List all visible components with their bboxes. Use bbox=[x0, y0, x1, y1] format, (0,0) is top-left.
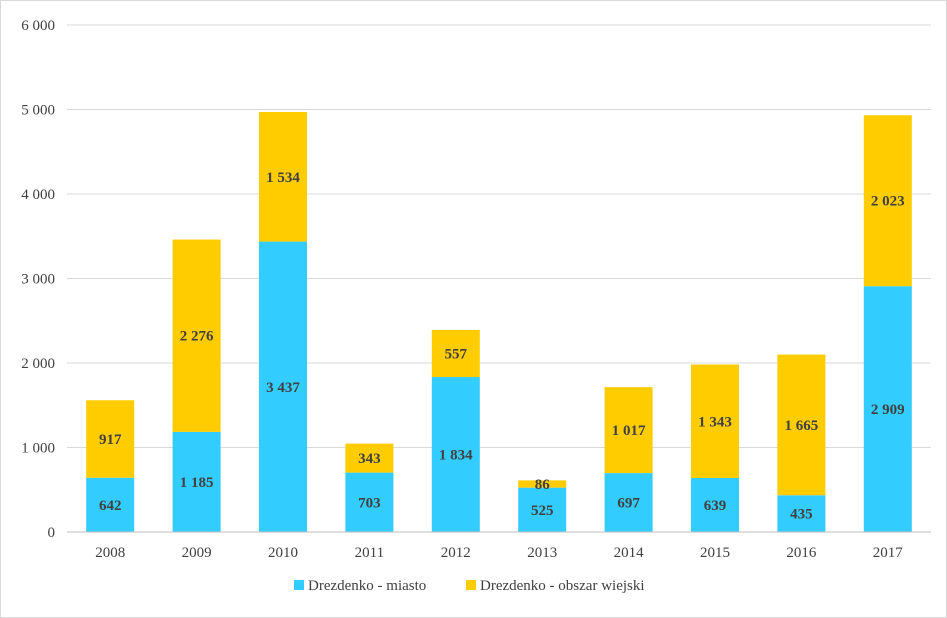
bars bbox=[86, 111, 912, 533]
bar-miasto-2008 bbox=[86, 477, 135, 532]
data-label-obszar-wiejski-2017: 2 023 bbox=[871, 194, 905, 210]
bar-obszar-wiejski-2012 bbox=[431, 329, 480, 378]
x-tick-label: 2014 bbox=[614, 545, 645, 561]
y-tick-label: 3 000 bbox=[21, 272, 55, 288]
bar-miasto-2014 bbox=[604, 473, 653, 532]
bar-obszar-wiejski-2010 bbox=[259, 111, 307, 242]
bar-miasto-2011 bbox=[345, 472, 394, 532]
data-label-obszar-wiejski-2016: 1 665 bbox=[785, 418, 819, 434]
y-tick-label: 6 000 bbox=[21, 18, 55, 34]
data-label-obszar-wiejski-2008: 917 bbox=[99, 432, 122, 448]
data-label-miasto-2008: 642 bbox=[99, 498, 122, 514]
x-tick-label: 2017 bbox=[873, 545, 904, 561]
legend-swatch-obszar-wiejski bbox=[466, 580, 476, 590]
bar-miasto-2017 bbox=[863, 286, 912, 532]
y-tick-label: 5 000 bbox=[21, 103, 55, 119]
bar-obszar-wiejski-2011 bbox=[345, 443, 394, 473]
data-label-obszar-wiejski-2014: 1 017 bbox=[612, 423, 646, 439]
data-label-obszar-wiejski-2010: 1 534 bbox=[266, 170, 300, 186]
data-label-miasto-2010: 3 437 bbox=[266, 380, 300, 396]
legend-swatch-miasto bbox=[294, 580, 304, 590]
bar-miasto-2015 bbox=[691, 478, 739, 532]
y-tick-label: 0 bbox=[48, 525, 56, 541]
y-tick-label: 4 000 bbox=[21, 187, 55, 203]
legend-label-obszar-wiejski: Drezdenko - obszar wiejski bbox=[480, 578, 645, 594]
data-label-miasto-2015: 639 bbox=[704, 498, 727, 514]
x-tick-label: 2013 bbox=[527, 545, 557, 561]
bar-obszar-wiejski-2014 bbox=[604, 387, 653, 474]
bar-obszar-wiejski-2009 bbox=[172, 239, 221, 432]
data-label-obszar-wiejski-2009: 2 276 bbox=[180, 329, 214, 345]
bar-obszar-wiejski-2008 bbox=[86, 400, 135, 478]
y-tick-label: 1 000 bbox=[21, 441, 55, 457]
data-label-obszar-wiejski-2011: 343 bbox=[358, 451, 381, 467]
x-tick-label: 2009 bbox=[182, 545, 212, 561]
bar-obszar-wiejski-2017 bbox=[863, 115, 912, 287]
data-label-miasto-2009: 1 185 bbox=[180, 475, 214, 491]
bar-miasto-2010 bbox=[259, 241, 307, 533]
data-label-miasto-2013: 525 bbox=[531, 503, 554, 519]
bar-miasto-2013 bbox=[518, 487, 567, 532]
data-labels: 642 917 1 185 2 276 3 437 1 534 703 343 1 834 557… bbox=[99, 170, 905, 523]
x-tick-label: 2015 bbox=[700, 545, 730, 561]
data-label-obszar-wiejski-2012: 557 bbox=[445, 346, 468, 362]
data-label-miasto-2016: 435 bbox=[790, 507, 813, 523]
x-tick-label: 2008 bbox=[95, 545, 125, 561]
data-label-miasto-2011: 703 bbox=[358, 495, 381, 511]
data-label-obszar-wiejski-2015: 1 343 bbox=[698, 414, 732, 430]
bar-obszar-wiejski-2016 bbox=[777, 354, 826, 496]
x-axis-tick-labels: 2008 2009 2010 2011 2012 2013 2014 2015 2016 2017 bbox=[95, 545, 903, 561]
bar-miasto-2012 bbox=[431, 377, 480, 532]
y-axis-tick-labels: 0 1 000 2 000 3 000 4 000 5 000 6 000 bbox=[21, 18, 55, 541]
x-tick-label: 2016 bbox=[786, 545, 817, 561]
bar-obszar-wiejski-2013 bbox=[518, 480, 567, 488]
y-tick-label: 2 000 bbox=[21, 356, 55, 372]
bar-miasto-2009 bbox=[172, 431, 221, 532]
data-label-miasto-2014: 697 bbox=[617, 496, 640, 512]
bar-obszar-wiejski-2015 bbox=[691, 364, 739, 479]
legend: Drezdenko - miasto Drezdenko - obszar wie… bbox=[294, 578, 645, 594]
data-label-miasto-2012: 1 834 bbox=[439, 448, 473, 464]
legend-label-miasto: Drezdenko - miasto bbox=[308, 578, 426, 594]
data-label-miasto-2017: 2 909 bbox=[871, 402, 905, 418]
bar-miasto-2016 bbox=[777, 495, 826, 532]
x-tick-label: 2011 bbox=[355, 545, 384, 561]
x-tick-label: 2012 bbox=[441, 545, 471, 561]
data-label-obszar-wiejski-2013: 86 bbox=[535, 477, 551, 493]
x-tick-label: 2010 bbox=[268, 545, 298, 561]
